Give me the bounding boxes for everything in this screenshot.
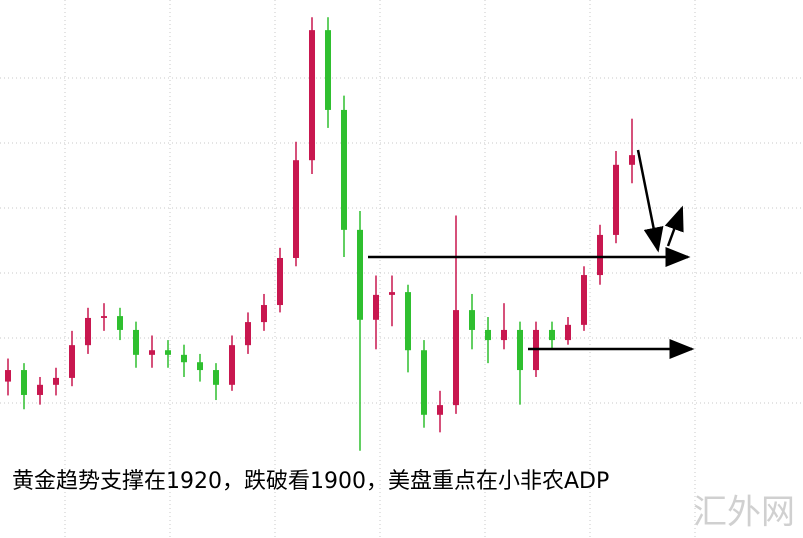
candle-body [549, 329, 555, 341]
candle-body [181, 354, 187, 363]
candle-body [453, 310, 459, 406]
candle-body [501, 329, 507, 341]
candle-body [293, 160, 299, 258]
candle-body [277, 257, 283, 306]
candle-body [213, 370, 219, 385]
annotations [368, 149, 695, 359]
candle-body [21, 370, 27, 395]
candle-body [373, 294, 379, 320]
watermark: 汇外网 [693, 493, 795, 533]
candle-body [5, 370, 11, 382]
candle-body [309, 30, 315, 161]
candle-body [613, 164, 619, 235]
candle-body [53, 377, 59, 385]
candle-body [629, 155, 635, 165]
candle-body [229, 345, 235, 385]
candle-body [517, 329, 523, 371]
candle-body [37, 384, 43, 395]
candle-body [85, 317, 91, 346]
candle-body [165, 350, 171, 355]
candle-body [469, 310, 475, 330]
candle-body [245, 322, 251, 346]
candle-body [421, 350, 427, 415]
caption: 黄金趋势支撑在1920，跌破看1900，美盘重点在小非农ADP [12, 469, 609, 494]
candle-body [101, 316, 107, 318]
candle-body [117, 316, 123, 330]
candle-body [341, 109, 347, 230]
candle-body [565, 324, 571, 341]
candle-body [597, 234, 603, 276]
candle-body [437, 405, 443, 415]
candles [5, 17, 635, 451]
candle-body [197, 362, 203, 371]
candle-body [485, 329, 491, 341]
candle-body [405, 292, 411, 351]
candle-body [69, 345, 75, 378]
candle-body [357, 229, 363, 320]
candle-body [261, 305, 267, 323]
candle-body [133, 329, 139, 355]
candle-body [325, 30, 331, 110]
candle-body [581, 275, 587, 325]
candle-body [389, 292, 395, 295]
candle-body [149, 350, 155, 355]
